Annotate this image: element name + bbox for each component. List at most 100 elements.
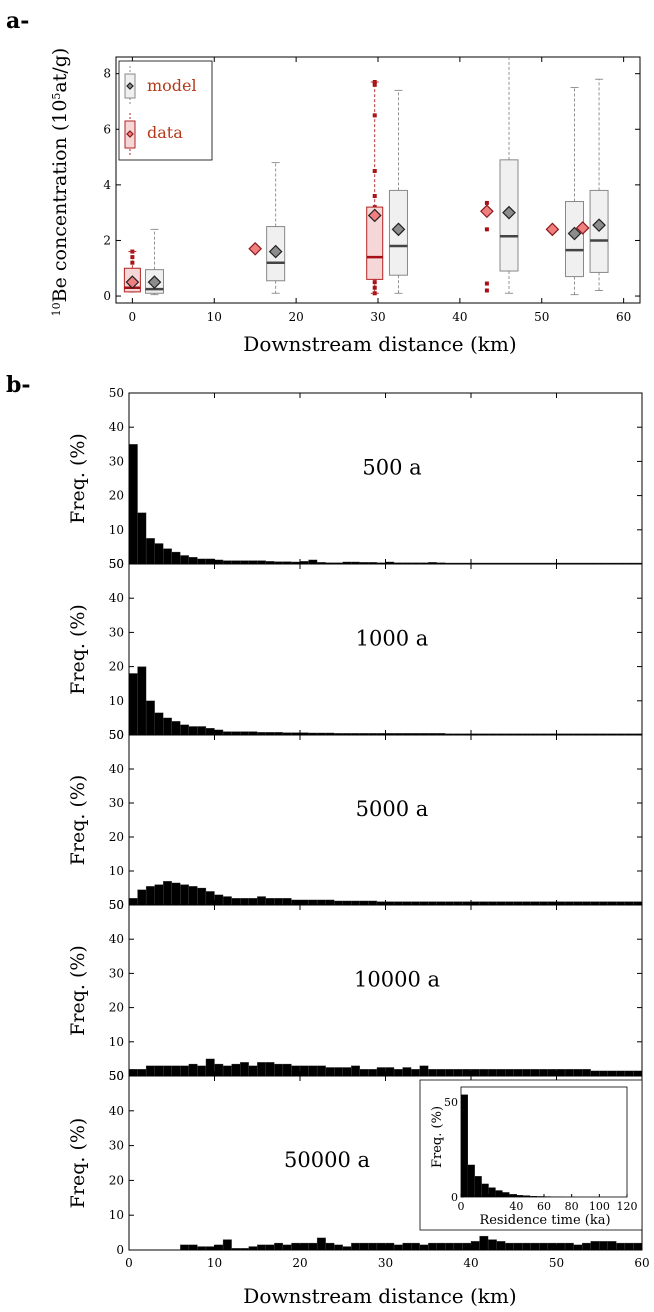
histogram-bar bbox=[128, 444, 138, 565]
inset-bar bbox=[461, 1094, 468, 1197]
histogram-bar bbox=[291, 1242, 301, 1251]
histogram-bar bbox=[265, 1244, 275, 1251]
chart-a-ylabel-main: Be concentration (10 bbox=[49, 100, 71, 303]
histogram-bar bbox=[239, 731, 249, 736]
histogram-bar bbox=[248, 898, 258, 906]
histogram-bar bbox=[564, 901, 574, 906]
histogram-bar bbox=[547, 1242, 557, 1251]
histogram-bar bbox=[556, 1069, 566, 1077]
histogram-bar bbox=[308, 1065, 318, 1077]
data-outlier bbox=[372, 285, 377, 290]
histogram-bar bbox=[530, 1069, 540, 1077]
histogram-bar bbox=[214, 729, 224, 736]
histogram-bar bbox=[385, 1242, 395, 1251]
histogram-bar bbox=[334, 1244, 343, 1251]
histogram-bar bbox=[607, 1070, 617, 1077]
histogram-bar bbox=[445, 1242, 455, 1251]
histogram-bar bbox=[308, 899, 318, 906]
b-xtick-label: 10 bbox=[207, 1256, 222, 1270]
histogram-bar bbox=[402, 1067, 412, 1077]
histogram-bar bbox=[573, 901, 583, 906]
inset-xtick-label: 120 bbox=[617, 1200, 638, 1213]
histogram-bar bbox=[393, 1069, 403, 1077]
histogram-bar bbox=[556, 1242, 566, 1251]
b-ytick-label: 50 bbox=[109, 898, 124, 912]
histogram-bar bbox=[137, 1069, 147, 1077]
b-ytick-label: 50 bbox=[109, 1069, 124, 1083]
histogram-bar bbox=[419, 1065, 429, 1077]
inset-xtick-label: 100 bbox=[589, 1200, 610, 1213]
histogram-bar bbox=[573, 1244, 583, 1251]
histogram-bar bbox=[163, 881, 172, 906]
histogram-bar bbox=[342, 900, 352, 906]
histogram-bar bbox=[376, 1067, 386, 1077]
histogram-bar bbox=[188, 557, 198, 565]
histogram-bar bbox=[385, 901, 395, 906]
histogram-bar bbox=[633, 1242, 643, 1251]
histogram-bar bbox=[291, 1065, 301, 1077]
data-box bbox=[366, 206, 384, 280]
b-ytick-label: 50 bbox=[109, 1069, 124, 1083]
b-ytick-label: 40 bbox=[109, 932, 124, 946]
histogram-bar bbox=[205, 1246, 215, 1251]
histogram-bar bbox=[453, 1069, 463, 1077]
histogram-bar bbox=[188, 1063, 198, 1077]
histogram-bar bbox=[428, 901, 437, 906]
histogram-bar bbox=[145, 1065, 155, 1077]
inset-xlabel: Residence time (ka) bbox=[479, 1213, 610, 1228]
histogram-bar bbox=[231, 560, 241, 565]
histogram-bar bbox=[462, 1242, 472, 1251]
a-xtick-label: 60 bbox=[616, 310, 631, 324]
histogram-bar bbox=[291, 899, 301, 906]
histogram-bar bbox=[505, 1242, 514, 1251]
a-ytick-label: 2 bbox=[103, 233, 111, 247]
histogram-bar bbox=[145, 538, 155, 565]
histogram-bar bbox=[453, 901, 463, 906]
chart-b-panel-ylabel: Freq. (%) bbox=[67, 775, 89, 866]
b-xtick-label: 0 bbox=[125, 1256, 133, 1270]
histogram-bar bbox=[351, 1065, 360, 1077]
chart-b-panel-0: 50 10 20 30 40 50 500 a Freq. (%) bbox=[67, 386, 643, 571]
histogram-bar bbox=[197, 887, 207, 906]
histogram-bar bbox=[188, 1244, 198, 1251]
histogram-bar bbox=[522, 901, 531, 906]
histogram-bar bbox=[539, 901, 549, 906]
histogram-bar bbox=[222, 896, 232, 906]
histogram-bar bbox=[616, 1242, 626, 1251]
histogram-bar bbox=[188, 886, 198, 906]
a-xtick-label: 50 bbox=[534, 310, 549, 324]
histogram-bar bbox=[513, 1069, 523, 1077]
data-outlier bbox=[484, 200, 489, 205]
histogram-bar bbox=[582, 901, 591, 906]
histogram-bar bbox=[239, 560, 249, 565]
histogram-bar bbox=[154, 712, 164, 736]
histogram-bar bbox=[248, 731, 258, 736]
b-ytick-label: 0 bbox=[116, 1243, 124, 1257]
model-mean bbox=[567, 226, 582, 241]
inset-bar bbox=[530, 1196, 538, 1197]
histogram-bar bbox=[282, 1063, 292, 1077]
legend-model-label: model bbox=[147, 76, 197, 95]
inset-bar bbox=[474, 1176, 482, 1197]
histogram-bar bbox=[359, 1069, 369, 1077]
histogram-bar bbox=[154, 543, 164, 565]
histogram-bar bbox=[214, 894, 224, 906]
histogram-bar bbox=[522, 1069, 531, 1077]
histogram-bar bbox=[633, 1070, 643, 1077]
histogram-bar bbox=[154, 1065, 164, 1077]
a-xtick-label: 40 bbox=[452, 310, 467, 324]
inset-bar bbox=[509, 1194, 517, 1197]
data-mean bbox=[575, 221, 590, 235]
chart-b-panel-title: 1000 a bbox=[356, 627, 429, 651]
histogram-bar bbox=[539, 1242, 549, 1251]
inset-bar bbox=[502, 1192, 510, 1197]
chart-b-panel-ylabel: Freq. (%) bbox=[67, 945, 89, 1036]
b-ytick-label: 50 bbox=[109, 386, 124, 400]
histogram-bar bbox=[325, 1242, 335, 1251]
model-mean bbox=[268, 244, 283, 259]
histogram-bar bbox=[248, 560, 258, 565]
data-mean bbox=[545, 222, 560, 237]
chart-a-concentration: 0 10 20 30 40 50 60 0 2 4 6 8 Downstream distance (… bbox=[49, 48, 641, 356]
inset-frame bbox=[419, 1079, 643, 1231]
b-xtick-label: 30 bbox=[378, 1256, 393, 1270]
